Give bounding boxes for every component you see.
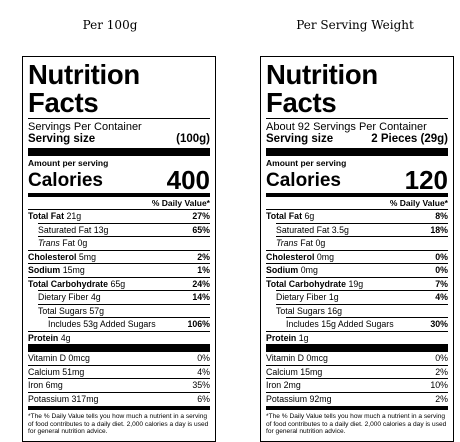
potassium-row: Potassium 317mg 6% [28,391,210,404]
saturated-fat-row: Saturated Fat 13g 65% [38,222,210,235]
amount-per-serving: Amount per serving [28,158,109,168]
total-sugars-row: Total Sugars 16g [276,303,448,318]
nutrition-facts-title: Nutrition Facts [28,59,140,118]
added-sugars-row: Includes 15g Added Sugars 30% [286,317,448,329]
sodium-row: Sodium 15mg 1% [28,263,210,275]
trans-fat-row: Trans Fat 0g [276,236,448,250]
total-fat-row: Total Fat 21g 27% [28,209,210,221]
saturated-fat-dv: 65% [192,224,210,235]
iron-row: Iron 2mg 10% [266,378,448,390]
calcium-row: Calcium 15mg 2% [266,364,448,377]
potassium-row: Potassium 92mg 2% [266,391,448,404]
amount-per-serving: Amount per serving [266,158,347,168]
dietary-fiber-row: Dietary Fiber 1g 4% [276,290,448,302]
total-fat-row: Total Fat 6g 8% [266,209,448,221]
added-sugars-row: Includes 53g Added Sugars 106% [48,317,211,329]
serving-size: Serving size 2 Pieces (29g) [266,133,448,146]
calories-value: 400 [166,165,210,195]
total-carbohydrate-row: Total Carbohydrate 65g 24% [28,276,210,289]
cholesterol-dv: 2% [197,251,210,262]
serving-size-value: 2 Pieces (29g) [371,133,448,145]
sodium-row: Sodium 0mg 0% [266,263,448,275]
servings-per-container: About 92 Servings Per Container [266,121,427,133]
footnote: *The % Daily Value tells you how much a … [266,413,447,436]
calories-row: Calories 120 [266,165,448,195]
calories-value: 120 [404,165,448,195]
nutrition-facts-title: Nutrition Facts [266,59,378,118]
serving-size-label: Serving size [266,133,334,145]
added-sugars-dv: 30% [430,319,448,329]
total-sugars-row: Total Sugars 57g [38,303,210,318]
heading-per-serving: Per Serving Weight [296,18,414,32]
calories-label: Calories [266,170,341,191]
added-sugars-dv: 106% [187,319,211,329]
serving-size-value: (100g) [176,133,210,145]
calories-label: Calories [28,170,103,191]
calories-row: Calories 400 [28,165,210,195]
saturated-fat-dv: 18% [430,224,448,235]
total-carbohydrate-dv: 24% [192,278,210,289]
protein-row: Protein 4g [28,330,210,345]
dietary-fiber-row: Dietary Fiber 4g 14% [38,290,210,302]
iron-row: Iron 6mg 35% [28,378,210,390]
total-fat-dv: 27% [192,211,210,221]
nutrition-label-per-serving: Nutrition Facts About 92 Servings Per Co… [260,56,454,442]
total-fat-dv: 8% [435,211,448,221]
servings-per-container: Servings Per Container [28,121,142,133]
serving-size-label: Serving size [28,133,96,145]
footnote: *The % Daily Value tells you how much a … [28,413,209,436]
trans-fat-row: Trans Fat 0g [38,236,210,250]
saturated-fat-row: Saturated Fat 3.5g 18% [276,222,448,235]
calcium-row: Calcium 51mg 4% [28,364,210,377]
sodium-dv: 0% [435,265,448,275]
cholesterol-dv: 0% [435,251,448,262]
total-carbohydrate-row: Total Carbohydrate 19g 7% [266,276,448,289]
daily-value-header: % Daily Value* [151,198,210,208]
total-carbohydrate-dv: 7% [435,278,448,289]
sodium-dv: 1% [197,265,210,275]
daily-value-header: % Daily Value* [389,198,448,208]
dietary-fiber-dv: 4% [435,292,448,302]
protein-row: Protein 1g [266,330,448,345]
nutrition-label-per-100g: Nutrition Facts Servings Per Container S… [22,56,216,442]
vitamin-d-row: Vitamin D 0mcg 0% [28,353,210,363]
cholesterol-row: Cholesterol 0mg 0% [266,249,448,262]
vitamin-d-row: Vitamin D 0mcg 0% [266,353,448,363]
heading-per-100g: Per 100g [82,18,138,32]
serving-size: Serving size (100g) [28,133,210,146]
dietary-fiber-dv: 14% [192,292,210,302]
cholesterol-row: Cholesterol 5mg 2% [28,249,210,262]
